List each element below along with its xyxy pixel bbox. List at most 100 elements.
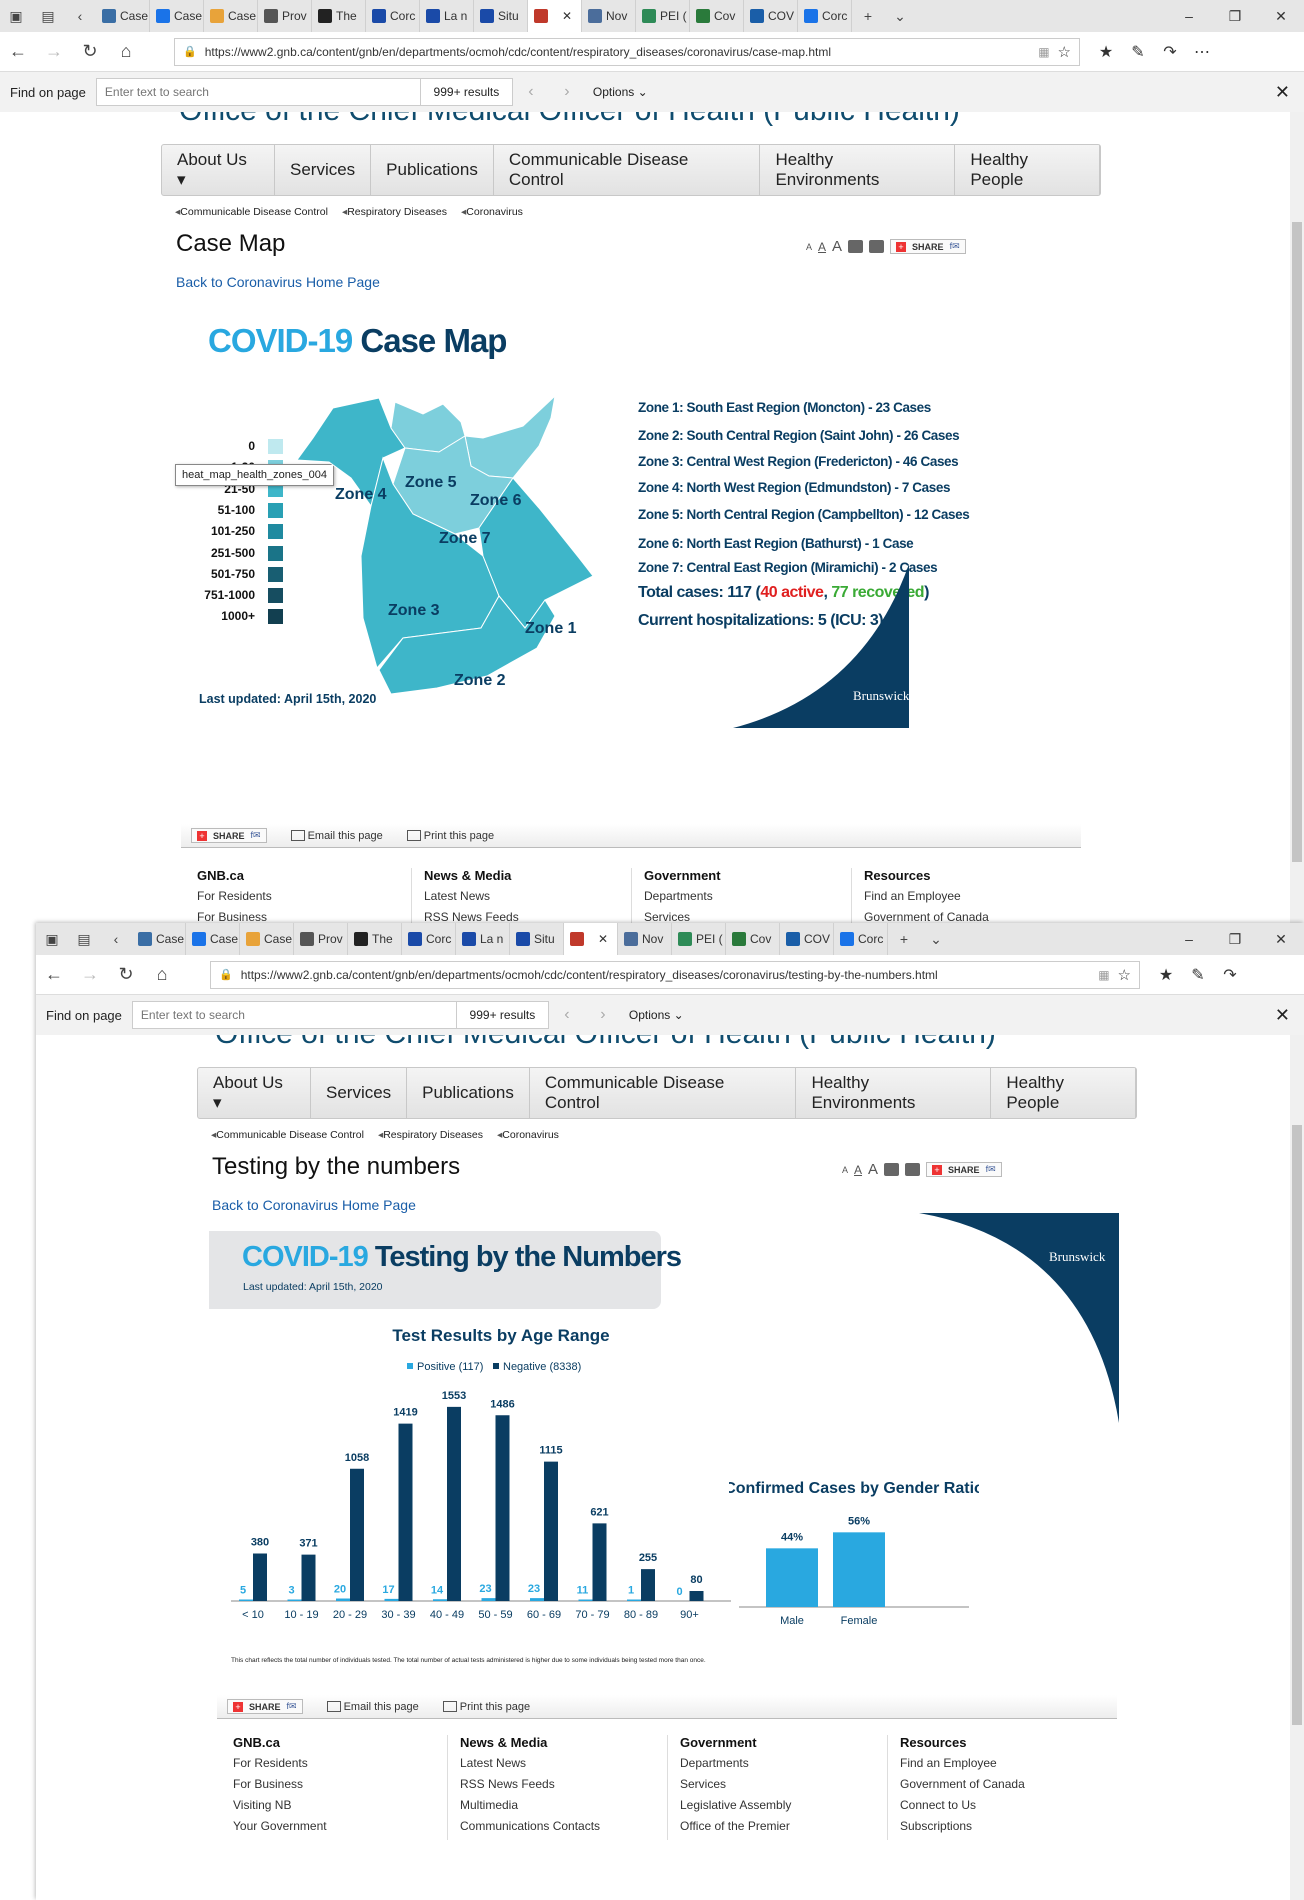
- scrollbar[interactable]: [1290, 112, 1304, 923]
- new-tab-icon[interactable]: +: [899, 931, 909, 947]
- home-icon[interactable]: ⌂: [156, 964, 168, 984]
- footer-link[interactable]: Government of Canada: [864, 910, 989, 923]
- tab-close-icon[interactable]: ✕: [598, 932, 609, 946]
- close-window-icon[interactable]: ✕: [1275, 7, 1287, 24]
- back-to-coronavirus-link[interactable]: Back to Coronavirus Home Page: [212, 1197, 416, 1213]
- nav-item[interactable]: Communicable Disease Control: [494, 145, 761, 195]
- find-prev-icon[interactable]: ‹: [528, 83, 534, 100]
- footer-link[interactable]: For Residents: [233, 1756, 308, 1770]
- scrollbar[interactable]: [1290, 1035, 1304, 1900]
- nav-item[interactable]: Healthy People: [955, 145, 1100, 195]
- browser-tab[interactable]: Prov: [294, 923, 348, 955]
- browser-tab[interactable]: Nov: [582, 0, 636, 32]
- footer-link[interactable]: Find an Employee: [900, 1756, 997, 1770]
- email-icon[interactable]: [848, 240, 864, 253]
- footer-link[interactable]: Departments: [644, 889, 713, 903]
- footer-link[interactable]: Visiting NB: [233, 1798, 292, 1812]
- footer-link[interactable]: Office of the Premier: [680, 1819, 790, 1833]
- home-icon[interactable]: ⌂: [120, 41, 132, 61]
- find-next-icon[interactable]: ›: [564, 83, 570, 100]
- browser-tab[interactable]: ✕: [564, 923, 618, 955]
- browser-tab[interactable]: The: [348, 923, 402, 955]
- tab-list-chevron-icon[interactable]: ⌄: [930, 930, 942, 947]
- back-icon[interactable]: ←: [45, 964, 63, 984]
- breadcrumb-link[interactable]: Communicable Disease Control: [175, 206, 328, 218]
- scroll-tabs-left-icon[interactable]: ‹: [77, 8, 83, 24]
- browser-tab[interactable]: PEI (: [636, 0, 690, 32]
- notes-pen-icon[interactable]: ✎: [1191, 966, 1205, 984]
- nav-item[interactable]: Services: [275, 145, 372, 195]
- browser-tab[interactable]: Cov: [690, 0, 744, 32]
- print-page-link[interactable]: Print this page: [442, 1701, 530, 1713]
- back-icon[interactable]: ←: [9, 41, 27, 61]
- favorite-star-icon[interactable]: ☆: [1117, 966, 1131, 984]
- find-input[interactable]: [131, 1001, 457, 1029]
- print-icon[interactable]: [905, 1163, 921, 1176]
- browser-tab[interactable]: ✕: [528, 0, 582, 32]
- footer-link[interactable]: Services: [680, 1777, 727, 1791]
- breadcrumb-link[interactable]: Respiratory Diseases: [342, 206, 447, 218]
- breadcrumb-link[interactable]: Coronavirus: [461, 206, 523, 218]
- reading-view-icon[interactable]: ▦: [1038, 44, 1050, 59]
- nav-item[interactable]: Healthy Environments: [760, 145, 956, 195]
- tabs-aside-icon[interactable]: ▤: [41, 7, 55, 24]
- refresh-icon[interactable]: ↻: [82, 41, 98, 61]
- nav-item[interactable]: Services: [311, 1068, 408, 1118]
- nav-item[interactable]: Publications: [371, 145, 494, 195]
- share-icon[interactable]: ↷: [1223, 966, 1237, 984]
- footer-link[interactable]: Connect to Us: [900, 1798, 977, 1812]
- footer-link[interactable]: Legislative Assembly: [680, 1798, 792, 1812]
- browser-tab[interactable]: Corc: [402, 923, 456, 955]
- browser-tab[interactable]: Case: [186, 923, 240, 955]
- back-to-coronavirus-link[interactable]: Back to Coronavirus Home Page: [176, 274, 380, 290]
- nav-item[interactable]: Healthy Environments: [796, 1068, 992, 1118]
- footer-link[interactable]: RSS News Feeds: [460, 1777, 555, 1791]
- footer-link[interactable]: Find an Employee: [864, 889, 961, 903]
- find-input[interactable]: [95, 78, 421, 106]
- text-size-small-icon[interactable]: A: [842, 1164, 849, 1175]
- share-button[interactable]: + SHARE f✉: [890, 239, 966, 254]
- restore-icon[interactable]: ❐: [1228, 930, 1242, 947]
- browser-tab[interactable]: Case: [240, 923, 294, 955]
- scroll-tabs-left-icon[interactable]: ‹: [113, 931, 119, 947]
- text-size-large-icon[interactable]: A: [868, 1161, 879, 1178]
- browser-tab[interactable]: COV: [780, 923, 834, 955]
- email-page-link[interactable]: Email this page: [290, 830, 383, 842]
- footer-link[interactable]: Multimedia: [460, 1798, 519, 1812]
- browser-tab[interactable]: Corc: [834, 923, 888, 955]
- text-size-medium-icon[interactable]: A: [854, 1162, 863, 1177]
- reading-view-icon[interactable]: ▦: [1098, 967, 1110, 982]
- text-size-large-icon[interactable]: A: [832, 238, 843, 255]
- footer-link[interactable]: For Business: [197, 910, 268, 923]
- share-button-bottom[interactable]: + SHARE f✉: [227, 1699, 303, 1714]
- favorites-hub-icon[interactable]: ★: [1158, 966, 1174, 984]
- minimize-icon[interactable]: –: [1185, 7, 1193, 24]
- footer-link[interactable]: Your Government: [233, 1819, 327, 1833]
- browser-tab[interactable]: PEI (: [672, 923, 726, 955]
- browser-tab[interactable]: Corc: [798, 0, 852, 32]
- nav-item[interactable]: Publications: [407, 1068, 530, 1118]
- favorite-star-icon[interactable]: ☆: [1057, 43, 1071, 61]
- email-icon[interactable]: [884, 1163, 900, 1176]
- scrollbar-thumb[interactable]: [1292, 1125, 1302, 1725]
- nav-item[interactable]: About Us ▾: [198, 1068, 311, 1118]
- restore-icon[interactable]: ❐: [1228, 7, 1242, 24]
- print-page-link[interactable]: Print this page: [406, 830, 494, 842]
- browser-tab[interactable]: Situ: [474, 0, 528, 32]
- breadcrumb-link[interactable]: Respiratory Diseases: [378, 1129, 483, 1141]
- scrollbar-thumb[interactable]: [1292, 222, 1302, 862]
- share-button[interactable]: + SHARE f✉: [926, 1162, 1002, 1177]
- tab-actions-icon[interactable]: ▣: [45, 930, 59, 947]
- browser-tab[interactable]: Situ: [510, 923, 564, 955]
- text-size-small-icon[interactable]: A: [806, 241, 813, 252]
- new-tab-icon[interactable]: +: [863, 8, 873, 24]
- footer-link[interactable]: Latest News: [424, 889, 491, 903]
- breadcrumb-link[interactable]: Communicable Disease Control: [211, 1129, 364, 1141]
- find-prev-icon[interactable]: ‹: [564, 1006, 570, 1023]
- find-close-icon[interactable]: ✕: [1274, 1004, 1290, 1025]
- footer-link[interactable]: Subscriptions: [900, 1819, 973, 1833]
- close-window-icon[interactable]: ✕: [1275, 930, 1287, 947]
- footer-link[interactable]: For Business: [233, 1777, 304, 1791]
- forward-icon[interactable]: →: [81, 964, 99, 984]
- footer-link[interactable]: Government of Canada: [900, 1777, 1025, 1791]
